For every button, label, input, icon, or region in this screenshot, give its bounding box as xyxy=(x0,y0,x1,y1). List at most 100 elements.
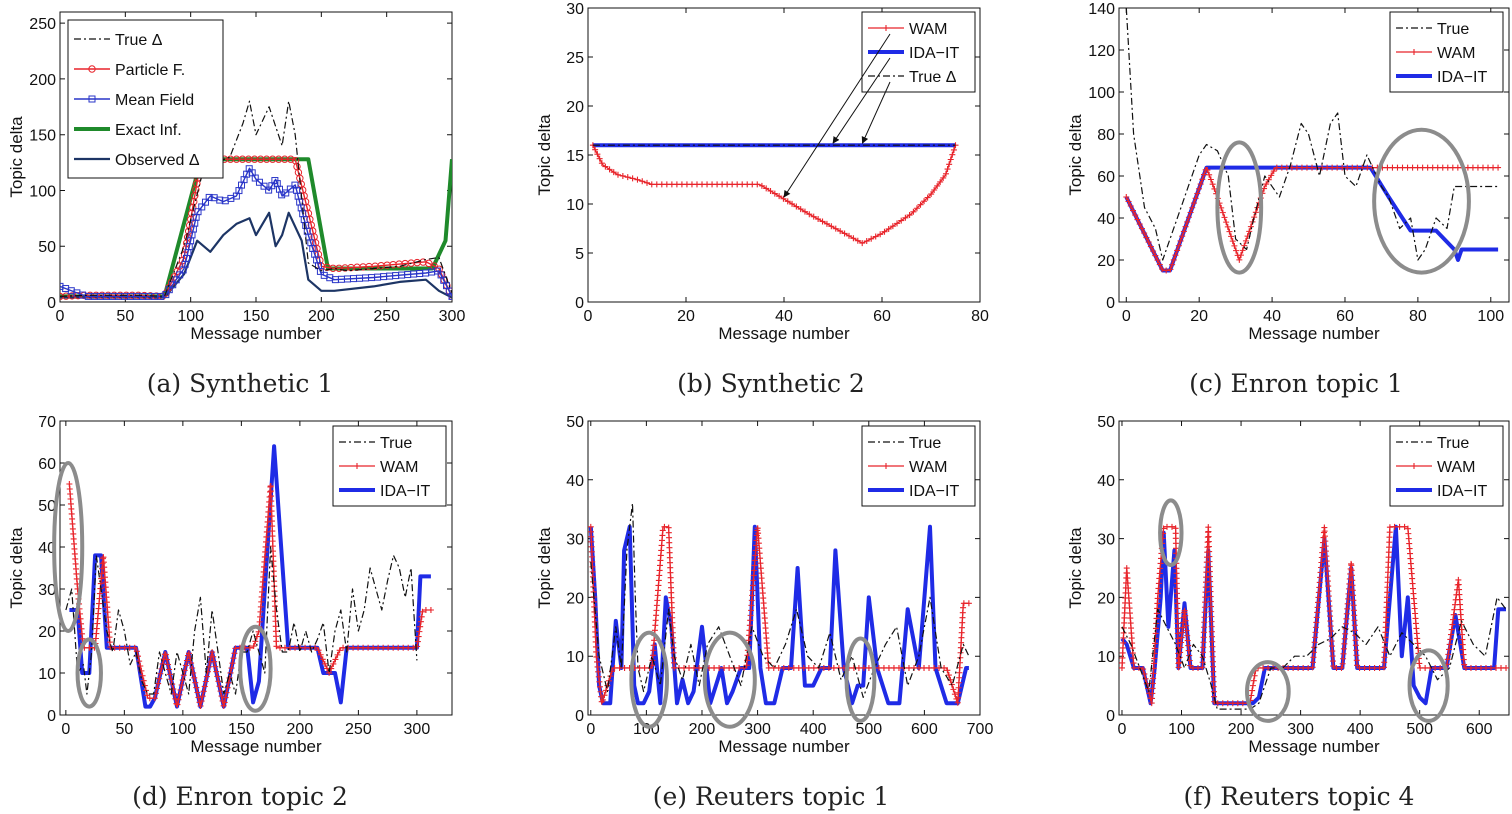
series-marker xyxy=(260,182,268,190)
series-marker xyxy=(1452,601,1459,608)
series-marker xyxy=(230,655,237,662)
panel-a: 0 50 100 150 200 250 300 0 50 100 150 200 250 Message… xyxy=(7,11,466,343)
series-marker xyxy=(916,664,923,671)
series-marker xyxy=(269,538,276,545)
series-marker xyxy=(183,657,190,664)
series-marker xyxy=(1248,692,1255,699)
x-tick-label: 500 xyxy=(855,721,882,738)
series-marker xyxy=(218,693,225,700)
series-marker xyxy=(1278,164,1285,171)
axes-frame-e xyxy=(587,420,981,716)
series-line-observed- xyxy=(60,211,452,299)
series-marker xyxy=(1283,164,1290,171)
legend-label: IDA−IT xyxy=(909,483,959,500)
x-tick-label: 300 xyxy=(439,308,466,325)
series-marker xyxy=(1192,195,1199,202)
series-marker xyxy=(1202,599,1209,606)
legend-marker xyxy=(354,463,360,469)
series-marker xyxy=(795,664,802,671)
x-axis-label: Message number xyxy=(190,324,322,343)
series-marker xyxy=(959,614,966,621)
series-marker xyxy=(1295,664,1302,671)
series-marker xyxy=(744,181,751,188)
series-marker xyxy=(588,548,595,555)
series-marker xyxy=(1300,664,1307,671)
highlight-ellipse xyxy=(1372,127,1471,275)
series-marker xyxy=(213,668,220,675)
series-marker xyxy=(926,664,933,671)
series-marker xyxy=(598,693,605,700)
series-marker xyxy=(1252,209,1259,216)
legend-marker xyxy=(1411,463,1417,469)
y-tick-label: 50 xyxy=(38,239,56,256)
series-marker xyxy=(1199,664,1206,671)
x-tick-label: 100 xyxy=(1168,721,1195,738)
y-tick-label: 20 xyxy=(1097,253,1115,270)
series-marker xyxy=(319,656,326,663)
series-marker xyxy=(945,672,952,679)
series-marker xyxy=(170,685,177,692)
series-marker xyxy=(588,538,595,545)
x-tick-label: 100 xyxy=(1477,308,1504,325)
series-marker xyxy=(185,650,192,657)
series-marker xyxy=(868,235,875,242)
series-marker xyxy=(739,181,746,188)
x-tick-label: 50 xyxy=(115,721,133,738)
x-tick-label: 80 xyxy=(971,308,989,325)
series-marker xyxy=(1180,228,1187,235)
series-marker xyxy=(167,671,174,678)
legend-marker xyxy=(88,95,96,103)
x-tick-label: 150 xyxy=(228,721,255,738)
series-marker xyxy=(1226,228,1233,235)
series-marker xyxy=(1233,247,1240,254)
series-marker xyxy=(177,686,184,693)
series-marker xyxy=(1190,200,1197,207)
series-marker xyxy=(418,613,425,620)
series-marker xyxy=(1239,700,1246,707)
y-tick-label: 50 xyxy=(1097,414,1115,431)
series-marker xyxy=(668,584,675,591)
series-marker xyxy=(246,644,253,651)
series-marker xyxy=(1351,617,1358,624)
caption-f: (f) Reuters topic 4 xyxy=(1184,782,1415,811)
series-marker xyxy=(1462,664,1469,671)
series-marker xyxy=(419,258,427,266)
series-marker xyxy=(1354,164,1361,171)
series-marker xyxy=(1174,625,1181,632)
series-marker xyxy=(157,670,164,677)
series-marker xyxy=(1251,672,1258,679)
series-marker xyxy=(1209,638,1216,645)
series-marker xyxy=(227,669,234,676)
series-marker xyxy=(1169,523,1175,530)
series-marker xyxy=(415,633,422,640)
series-marker xyxy=(1167,266,1174,273)
legend-c: True WAM IDA−IT xyxy=(1389,11,1504,93)
series-marker xyxy=(588,528,594,535)
series-marker xyxy=(1172,530,1179,537)
series-marker xyxy=(1448,631,1454,638)
series-marker xyxy=(269,533,276,540)
series-marker xyxy=(1204,534,1211,541)
series-marker xyxy=(634,176,641,183)
series-marker xyxy=(1366,664,1373,671)
series-marker xyxy=(1175,640,1182,647)
series-marker xyxy=(1324,164,1331,171)
series-marker xyxy=(316,267,324,275)
series-marker xyxy=(1207,578,1214,585)
series-marker xyxy=(273,633,280,640)
y-tick-label: 200 xyxy=(29,72,56,89)
x-tick-label: 60 xyxy=(1336,308,1354,325)
series-marker xyxy=(726,664,733,671)
series-marker xyxy=(174,701,181,708)
series-marker xyxy=(142,687,149,694)
series-marker xyxy=(1503,664,1509,671)
x-tick-label: 150 xyxy=(243,308,270,325)
series-marker xyxy=(176,691,183,698)
series-marker xyxy=(269,523,276,530)
series-marker xyxy=(594,658,601,665)
series-marker xyxy=(1154,600,1161,607)
series-marker xyxy=(841,230,848,237)
series-marker xyxy=(1333,664,1340,671)
series-marker xyxy=(1445,651,1452,658)
series-marker xyxy=(1202,584,1209,591)
